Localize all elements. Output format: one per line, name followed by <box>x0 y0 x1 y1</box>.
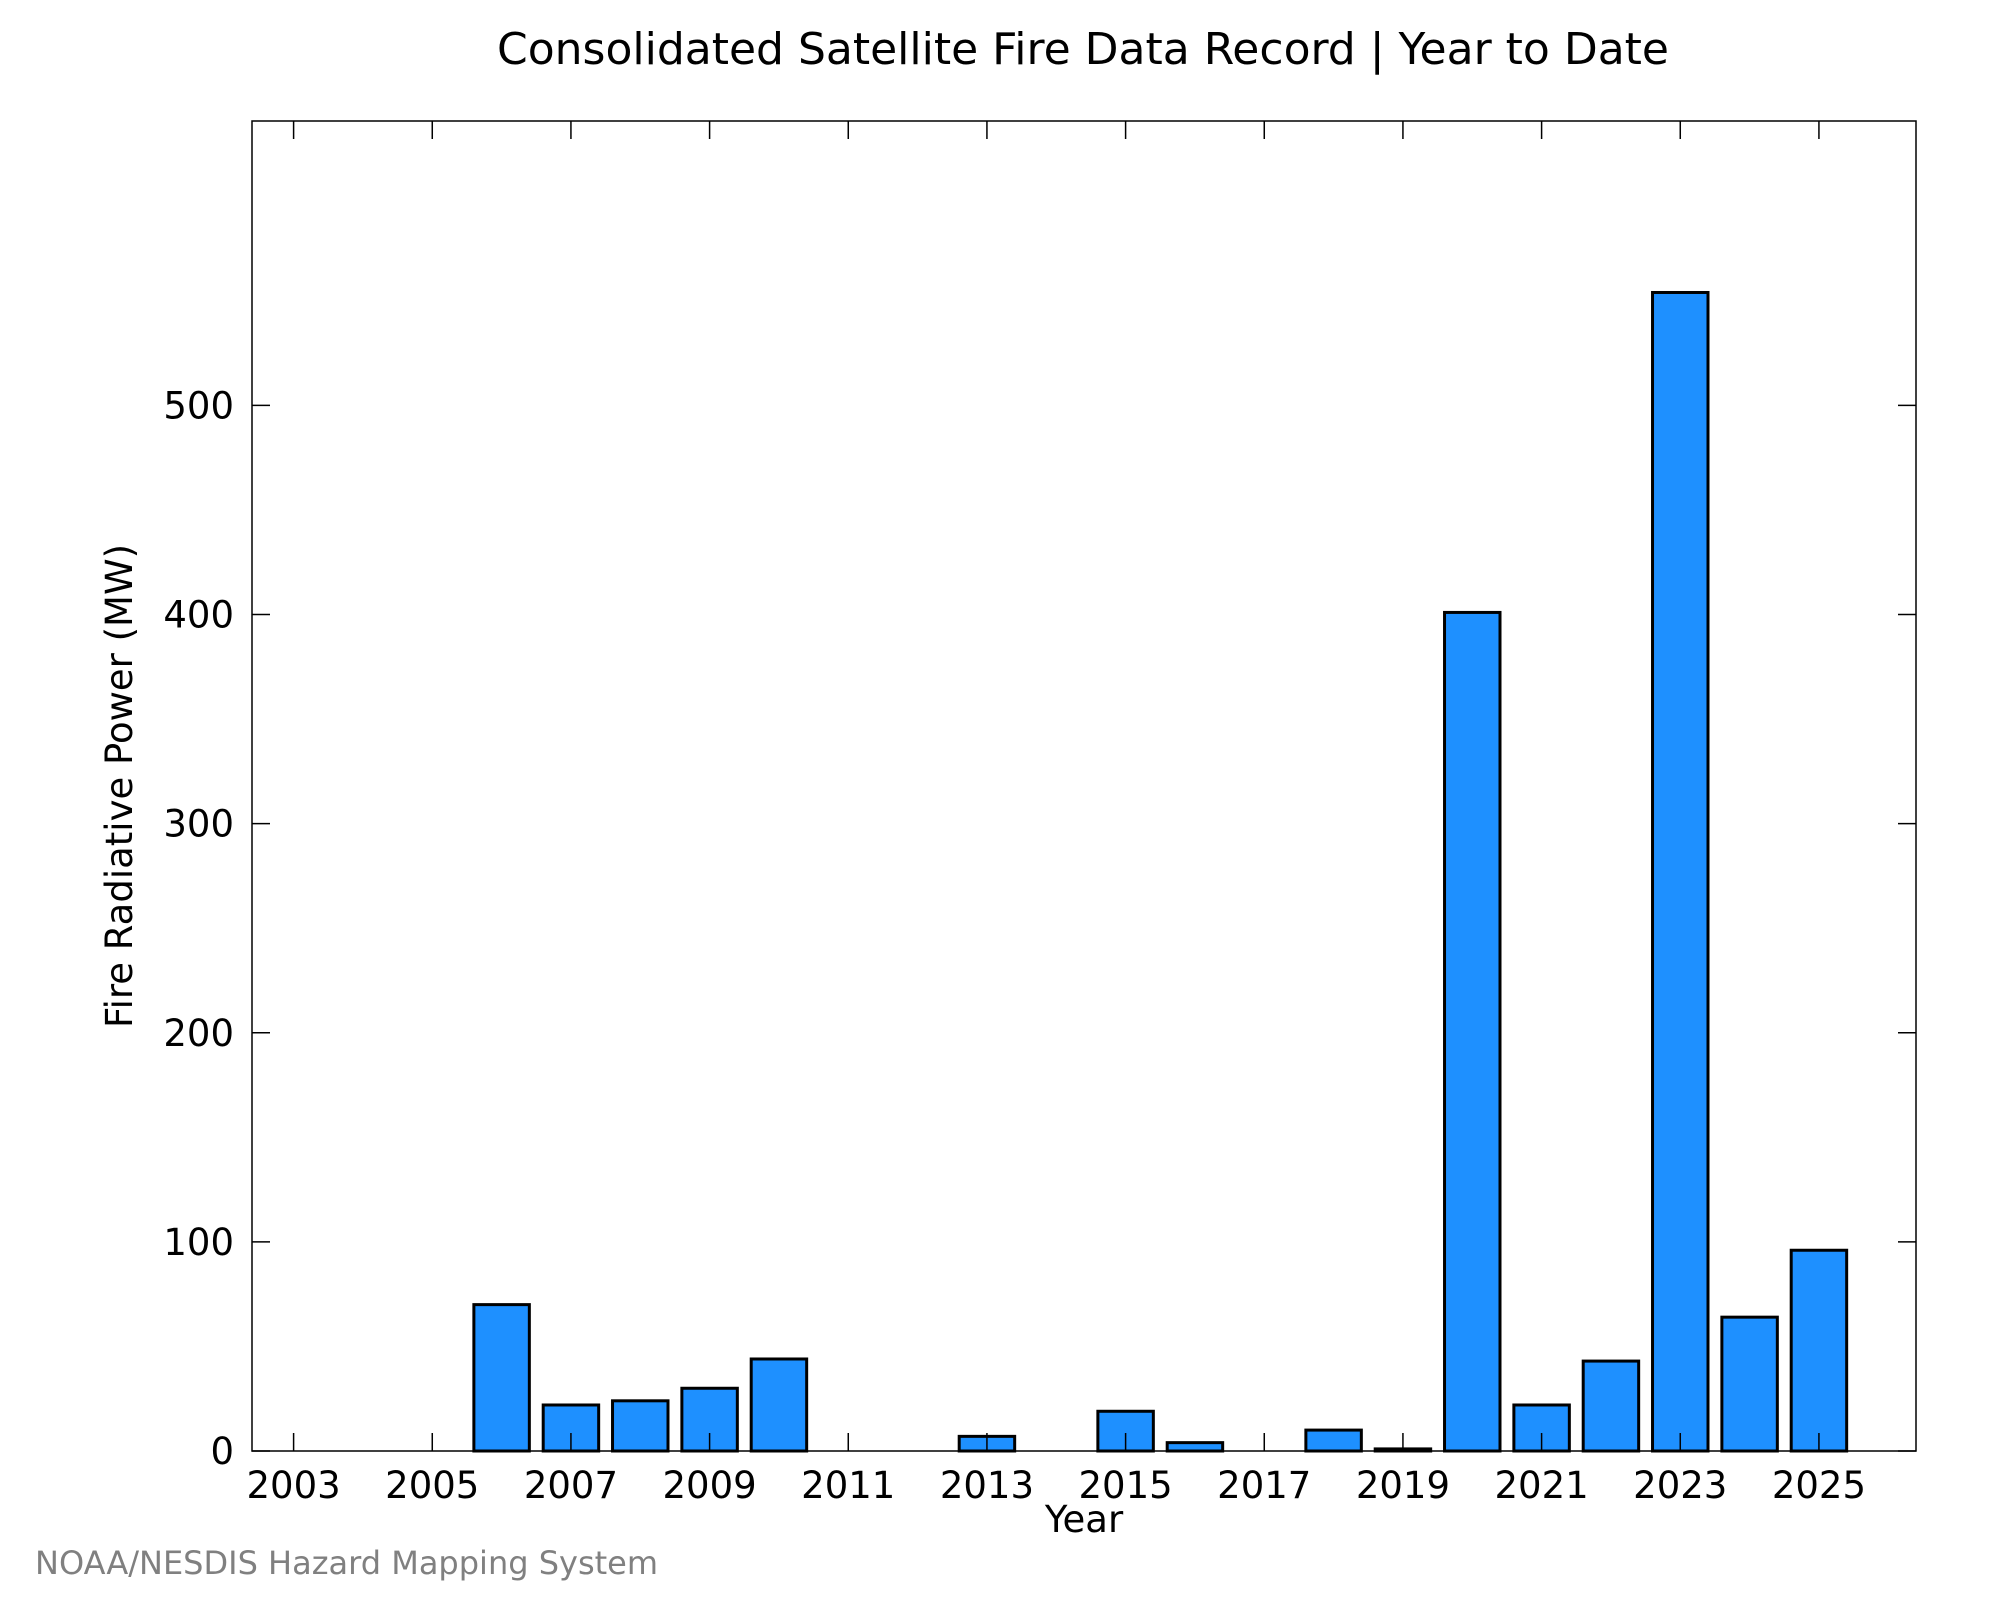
bar-2024 <box>1720 1315 1779 1453</box>
y-axis-ticks: 0 100 200 300 400 500 <box>163 384 1916 1473</box>
x-tick-label-2015: 2015 <box>1079 1464 1173 1507</box>
bar-2010 <box>749 1357 809 1453</box>
bar-2022 <box>1581 1359 1641 1453</box>
x-tick-label-2011: 2011 <box>801 1464 895 1507</box>
y-tick-label-300: 300 <box>163 803 234 846</box>
bar-2025 <box>1789 1248 1849 1453</box>
bar-2008 <box>611 1399 670 1453</box>
x-tick-label-2017: 2017 <box>1217 1464 1311 1507</box>
x-tick-label-2013: 2013 <box>940 1464 1034 1507</box>
y-tick-label-500: 500 <box>163 384 234 427</box>
bar-2018 <box>1304 1428 1363 1453</box>
chart-title: Consolidated Satellite Fire Data Record … <box>497 24 1669 75</box>
x-tick-label-2023: 2023 <box>1633 1464 1727 1507</box>
bar-2016 <box>1165 1441 1225 1453</box>
x-axis-ticks: 2003 2005 2007 2009 2011 2013 2015 2017 2019 2021… <box>247 121 1866 1507</box>
x-tick-label-2021: 2021 <box>1495 1464 1589 1507</box>
bar-2020 <box>1443 610 1502 1453</box>
x-axis-label: Year <box>1044 1498 1124 1541</box>
y-tick-label-200: 200 <box>163 1012 234 1055</box>
y-tick-label-400: 400 <box>163 594 234 637</box>
bars-group <box>472 290 1849 1453</box>
plot-frame <box>251 120 1917 1452</box>
bar-2023 <box>1651 290 1710 1453</box>
y-tick-label-0: 0 <box>210 1430 234 1473</box>
y-axis-label: Fire Radiative Power (MW) <box>98 544 141 1028</box>
source-credit: NOAA/NESDIS Hazard Mapping System <box>35 1544 658 1582</box>
y-tick-label-100: 100 <box>163 1221 234 1264</box>
x-tick-label-2003: 2003 <box>247 1464 341 1507</box>
x-tick-label-2005: 2005 <box>385 1464 479 1507</box>
x-tick-label-2025: 2025 <box>1772 1464 1866 1507</box>
x-tick-label-2019: 2019 <box>1356 1464 1450 1507</box>
x-tick-label-2009: 2009 <box>663 1464 757 1507</box>
x-tick-label-2007: 2007 <box>524 1464 618 1507</box>
bar-2006 <box>472 1303 531 1453</box>
